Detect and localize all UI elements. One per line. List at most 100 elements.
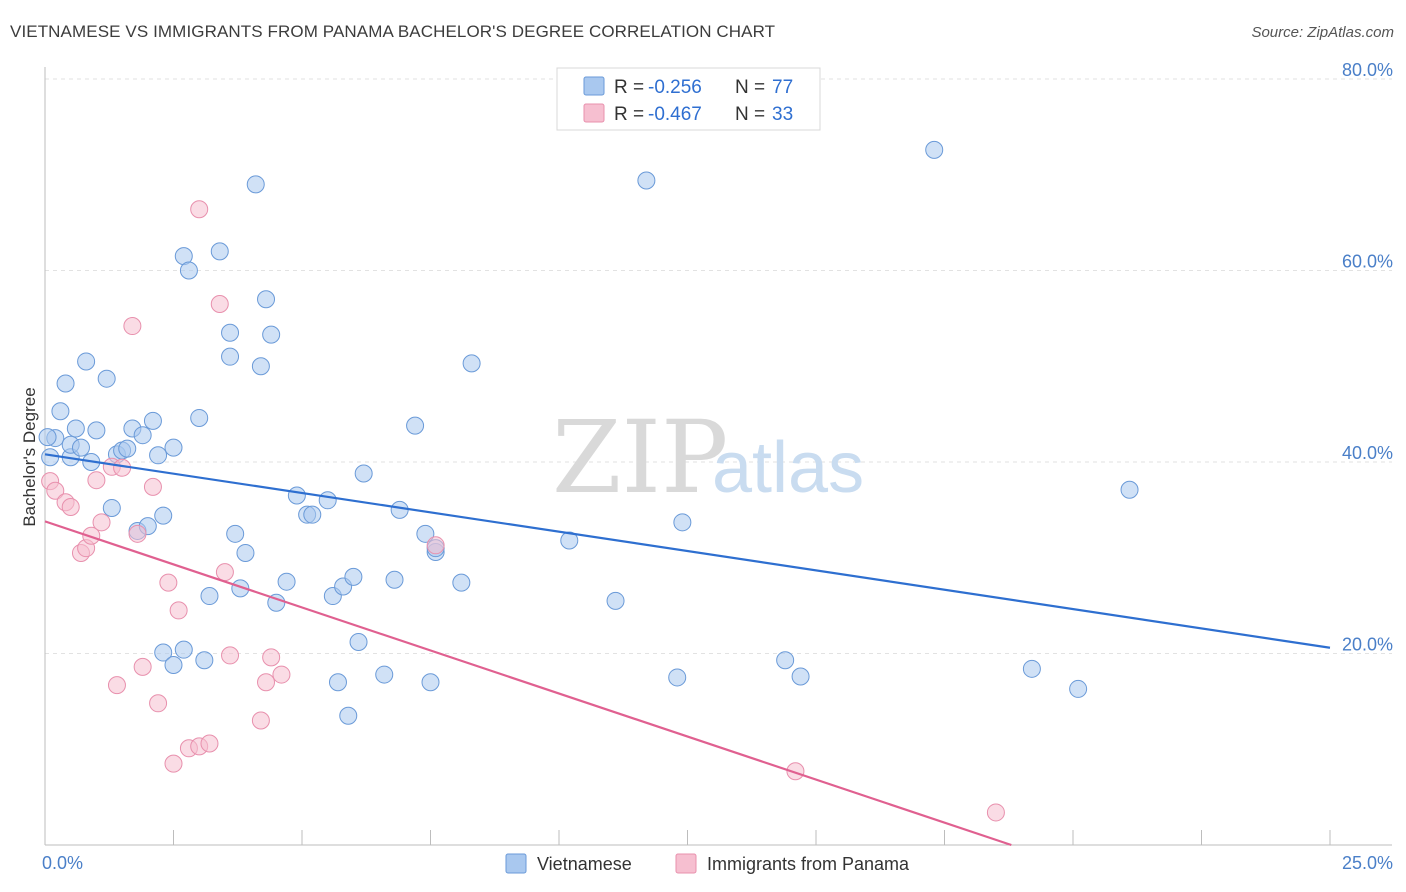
bottom-legend-swatch-panama (675, 853, 697, 874)
bottom-legend-panama: Immigrants from Panama (707, 854, 910, 874)
legend-r-label-panama: R = (614, 104, 644, 125)
watermark: ZIP atlas (552, 399, 864, 516)
vietnamese-point (606, 591, 625, 610)
vietnamese-point (251, 357, 270, 376)
vietnamese-point (221, 323, 240, 342)
vietnamese-point (385, 570, 404, 589)
legend-r-value-vietnamese: -0.256 (648, 77, 702, 98)
vietnamese-point (102, 498, 121, 517)
vietnamese-point (200, 587, 219, 606)
panama-point (128, 524, 147, 543)
vietnamese-point (1120, 480, 1139, 499)
vietnamese-point (41, 448, 60, 467)
vietnamese-point (390, 500, 409, 519)
vietnamese-point (143, 411, 162, 430)
panama-point (426, 536, 445, 555)
vietnamese-point (668, 668, 687, 687)
vietnamese-point (246, 175, 265, 194)
vietnamese-point (287, 486, 306, 505)
vietnamese-point (791, 667, 810, 686)
vietnamese-point (303, 505, 322, 524)
series-legend: Vietnamese Immigrants from Panama (505, 853, 910, 874)
vietnamese-point (375, 665, 394, 684)
vietnamese-point (87, 421, 106, 440)
vietnamese-point (221, 347, 240, 366)
vietnamese-point (277, 572, 296, 591)
vietnamese-point (416, 524, 435, 543)
vietnamese-point (262, 325, 281, 344)
y-tick-labels: 20.0% 40.0% 60.0% 80.0% (1342, 60, 1393, 655)
legend-n-value-vietnamese: 77 (772, 77, 793, 98)
trend-lines (44, 453, 1331, 847)
x-tick-labels: 0.0% 25.0% (42, 853, 1393, 873)
legend-r-value-panama: -0.467 (648, 104, 702, 125)
source-label: Source: ZipAtlas.com (1251, 24, 1394, 41)
grid-lines (45, 78, 1392, 654)
vietnamese-point (344, 567, 363, 586)
panama-point (107, 676, 126, 695)
vietnamese-point (56, 374, 75, 393)
x-tick-label-min: 0.0% (42, 853, 83, 873)
panama-point (92, 513, 111, 532)
watermark-zip: ZIP (552, 399, 728, 516)
y-tick-label: 20.0% (1342, 635, 1393, 655)
panama-point (215, 563, 234, 582)
vietnamese-point (452, 573, 471, 592)
panama-point (46, 481, 65, 500)
vietnamese-point (190, 408, 209, 427)
panama-point (61, 498, 80, 517)
data-points (38, 140, 1139, 822)
vietnamese-point (1069, 679, 1088, 698)
panama-point (986, 803, 1005, 822)
correlation-legend: R = -0.256 N = 77 R = -0.467 N = 33 (556, 67, 821, 131)
x-tick-label-max: 25.0% (1342, 853, 1393, 873)
vietnamese-point (318, 491, 337, 510)
panama-point (221, 646, 240, 665)
vietnamese-point (257, 290, 276, 309)
vietnamese-point (97, 369, 116, 388)
vietnamese-point (328, 673, 347, 692)
legend-n-label-panama: N = (735, 104, 765, 125)
vietnamese-point (421, 673, 440, 692)
legend-swatch-vietnamese (583, 76, 605, 96)
vietnamese-point (226, 524, 245, 543)
vietnamese-point (51, 402, 70, 421)
panama-point (149, 694, 168, 713)
vietnamese-trend-line (44, 453, 1331, 649)
panama-point (169, 601, 188, 620)
vietnamese-point (406, 416, 425, 435)
panama-point (143, 477, 162, 496)
panama-point (200, 734, 219, 753)
bottom-legend-vietnamese: Vietnamese (537, 854, 632, 874)
vietnamese-point (231, 579, 250, 598)
legend-r-label-vietnamese: R = (614, 77, 644, 98)
vietnamese-point (71, 438, 90, 457)
vietnamese-point (38, 428, 57, 447)
panama-point (123, 317, 142, 336)
vietnamese-point (154, 506, 173, 525)
vietnamese-point (673, 513, 692, 532)
vietnamese-point (77, 352, 96, 371)
vietnamese-point (149, 446, 168, 465)
vietnamese-point (118, 439, 137, 458)
vietnamese-point (174, 640, 193, 659)
vietnamese-point (164, 655, 183, 674)
vietnamese-point (164, 438, 183, 457)
vietnamese-point (354, 464, 373, 483)
legend-n-label-vietnamese: N = (735, 77, 765, 98)
vietnamese-point (560, 531, 579, 550)
vietnamese-point (236, 543, 255, 562)
vietnamese-point (1022, 659, 1041, 678)
vietnamese-point (210, 242, 229, 261)
vietnamese-point (133, 426, 152, 445)
panama-point (262, 648, 281, 667)
panama-point (87, 471, 106, 490)
vietnamese-point (925, 140, 944, 159)
panama-trend-line (44, 520, 1012, 847)
legend-swatch-panama (583, 103, 605, 123)
panama-point (257, 673, 276, 692)
legend-n-value-panama: 33 (772, 104, 793, 125)
panama-point (272, 665, 291, 684)
vietnamese-point (637, 171, 656, 190)
